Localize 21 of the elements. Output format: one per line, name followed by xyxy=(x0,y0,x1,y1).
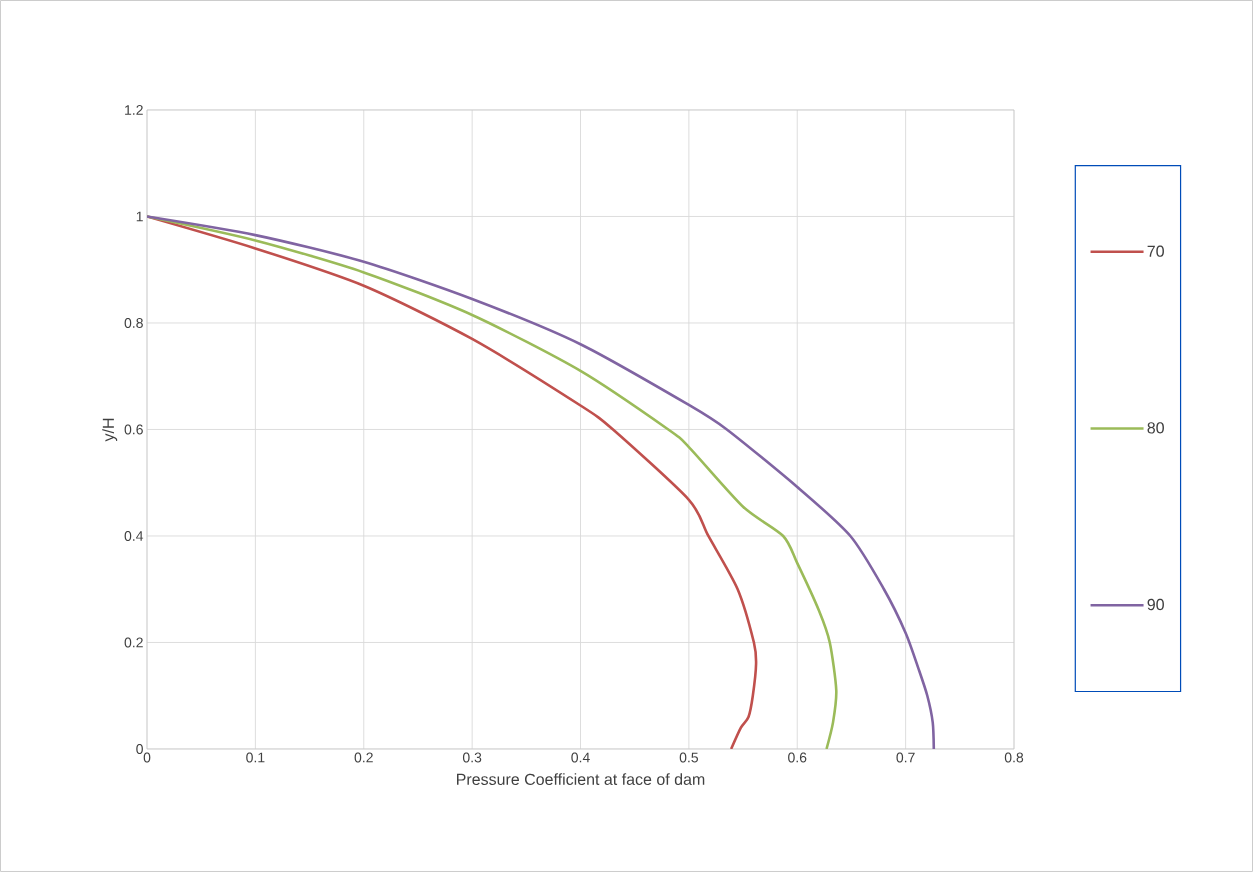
x-axis-title: Pressure Coefficient at face of dam xyxy=(457,773,705,786)
x-tick-label: 0.4 xyxy=(571,752,590,763)
x-tick-label: 0.6 xyxy=(788,752,807,763)
y-tick-label: 0.8 xyxy=(124,318,143,328)
y-axis-title: y/H xyxy=(102,418,118,442)
y-tick-label: 1.2 xyxy=(125,105,143,115)
x-tick-label: 0.2 xyxy=(354,752,373,763)
y-tick-label: 0.4 xyxy=(124,531,144,541)
x-tick-label: 0.7 xyxy=(896,752,915,763)
x-tick-label: 0 xyxy=(143,752,151,763)
y-tick-label: 0 xyxy=(136,744,143,754)
y-tick-label: 0.2 xyxy=(124,637,143,648)
y-tick-label: 1 xyxy=(136,211,143,222)
legend-label: 80 xyxy=(1147,422,1164,434)
legend-label: 90 xyxy=(1147,598,1164,611)
legend-label: 70 xyxy=(1147,245,1164,257)
x-tick-label: 0.3 xyxy=(462,752,482,763)
y-tick-label: 0.6 xyxy=(124,424,143,435)
x-tick-label: 0.1 xyxy=(246,752,265,763)
x-tick-label: 0.8 xyxy=(1004,752,1024,763)
x-tick-label: 0.5 xyxy=(679,752,699,763)
